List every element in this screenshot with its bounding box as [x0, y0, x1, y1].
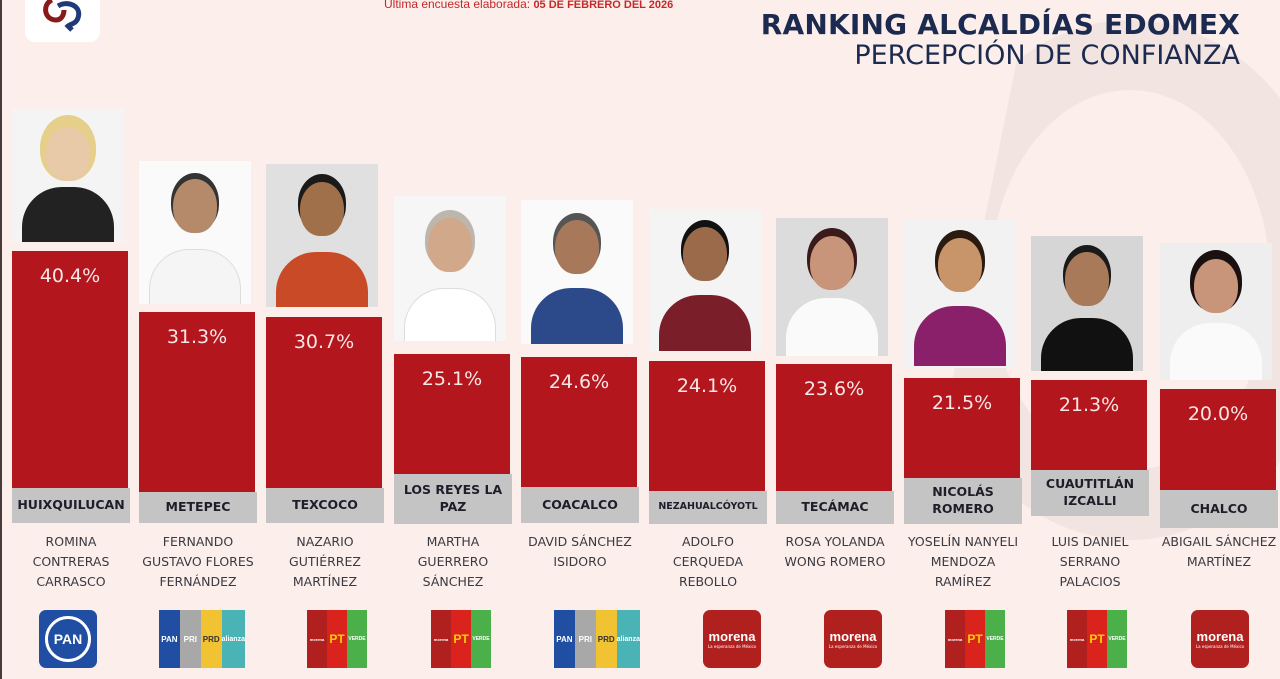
candidate-name: ROSA YOLANDA WONG ROMERO	[784, 534, 886, 569]
survey-date: Última encuesta elaborada: 05 DE FEBRERO…	[384, 0, 673, 11]
candidate-name: ROMINA CONTRERAS CARRASCO	[32, 534, 110, 589]
survey-date-label: Última encuesta elaborada:	[384, 0, 531, 11]
candidate-photo	[904, 220, 1016, 368]
title-line-2: PERCEPCIÓN DE CONFIANZA	[854, 39, 1240, 71]
left-border	[0, 0, 2, 679]
municipality-label: METEPEC	[139, 492, 257, 523]
pan-pri-prd-alianza-logo-icon: PAN PRI PRD alianza	[159, 610, 245, 668]
bar: 30.7%	[266, 317, 382, 488]
municipality-label: TEXCOCO	[266, 488, 384, 523]
morena-pt-verde-logo-icon: morena PT VERDE	[431, 610, 491, 668]
bar: 25.1%	[394, 354, 510, 474]
bar: 23.6%	[776, 364, 892, 491]
candidate-photo	[776, 218, 888, 356]
morena-logo-icon: morena La esperanza de México	[1191, 610, 1249, 668]
title-line-1: RANKING ALCALDÍAS EDOMEX	[760, 8, 1240, 41]
logo-icon	[42, 0, 81, 32]
candidate-photo	[1160, 243, 1272, 380]
municipality-label: LOS REYES LA PAZ	[394, 474, 512, 524]
morena-logo-icon: morena La esperanza de México	[703, 610, 761, 668]
candidate-name: NAZARIO GUTIÉRREZ MARTÍNEZ	[289, 534, 361, 589]
bar: 21.3%	[1031, 380, 1147, 470]
municipality-label: NICOLÁS ROMERO	[904, 478, 1022, 524]
morena-pt-verde-logo-icon: morena PT VERDE	[945, 610, 1005, 668]
brand-logo	[25, 0, 100, 42]
candidate-name: ADOLFO CERQUEDA REBOLLO	[672, 534, 744, 589]
municipality-label: HUIXQUILUCAN	[12, 488, 130, 523]
candidate-photo	[649, 209, 761, 351]
candidate-photo	[266, 164, 378, 307]
page-title: RANKING ALCALDÍAS EDOMEX PERCEPCIÓN DE C…	[760, 8, 1240, 71]
morena-pt-verde-logo-icon: morena PT VERDE	[307, 610, 367, 668]
candidate-name: YOSELÍN NANYELI MENDOZA RAMÍREZ	[907, 534, 1019, 589]
candidate-photo	[521, 200, 633, 344]
pan-pri-prd-alianza-logo-icon: PAN PRI PRD alianza	[554, 610, 640, 668]
survey-date-value: 05 DE FEBRERO DEL 2026	[533, 0, 674, 11]
municipality-label: CUAUTITLÁN IZCALLI	[1031, 470, 1149, 516]
candidate-name: LUIS DANIEL SERRANO PALACIOS	[1051, 534, 1129, 589]
bar: 24.6%	[521, 357, 637, 487]
candidate-photo	[12, 109, 124, 242]
municipality-label: NEZAHUALCÓYOTL	[649, 491, 767, 524]
candidate-name: ABIGAIL SÁNCHEZ MARTÍNEZ	[1161, 534, 1277, 569]
bar: 40.4%	[12, 251, 128, 488]
municipality-label: TECÁMAC	[776, 491, 894, 524]
candidate-name: MARTHA GUERRERO SÁNCHEZ	[417, 534, 489, 589]
candidate-photo	[1031, 236, 1143, 371]
bar: 20.0%	[1160, 389, 1276, 490]
candidate-name: DAVID SÁNCHEZ ISIDORO	[528, 534, 632, 569]
pan-logo-icon: PAN	[39, 610, 97, 668]
bar: 24.1%	[649, 361, 765, 491]
bar: 21.5%	[904, 378, 1020, 478]
candidate-name: FERNANDO GUSTAVO FLORES FERNÁNDEZ	[142, 534, 254, 589]
candidate-photo	[139, 161, 251, 304]
municipality-label: CHALCO	[1160, 490, 1278, 528]
candidate-photo	[394, 196, 506, 341]
morena-logo-icon: morena La esperanza de México	[824, 610, 882, 668]
municipality-label: COACALCO	[521, 487, 639, 523]
bar: 31.3%	[139, 312, 255, 492]
morena-pt-verde-logo-icon: morena PT VERDE	[1067, 610, 1127, 668]
